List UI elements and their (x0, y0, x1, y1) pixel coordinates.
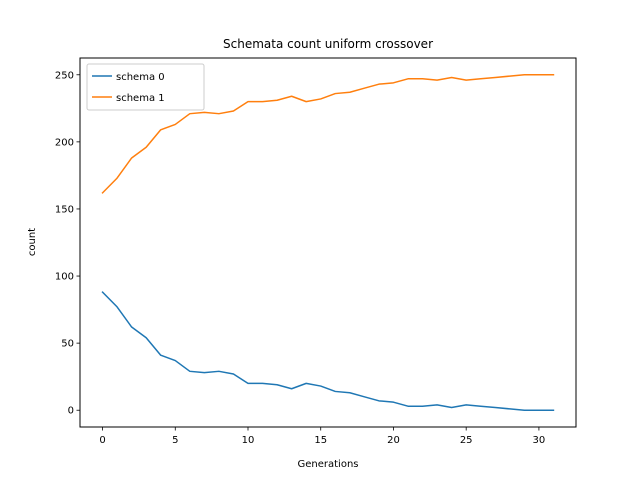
x-axis-ticks: 0 5 10 15 20 25 30 (99, 427, 545, 446)
legend: schema 0 schema 1 (86, 63, 205, 111)
y-tick-label: 250 (55, 70, 74, 81)
y-tick-label: 200 (55, 137, 74, 148)
x-tick-label: 20 (387, 435, 400, 446)
y-tick-label: 50 (61, 339, 74, 350)
plot-frame (79, 57, 577, 428)
legend-box (86, 63, 205, 111)
series-line-schema-1 (101, 74, 555, 194)
series-line-schema-0 (101, 291, 555, 411)
y-tick-label: 100 (55, 272, 74, 283)
x-tick-label: 30 (533, 435, 546, 446)
y-tick-label: 150 (55, 204, 74, 215)
x-tick-label: 25 (460, 435, 473, 446)
y-axis-label: count (27, 228, 38, 256)
x-axis-label: Generations (298, 459, 359, 470)
y-tick-label: 0 (68, 406, 74, 417)
legend-label-schema-0: schema 0 (116, 72, 165, 83)
x-tick-label: 0 (99, 435, 105, 446)
series-lines (101, 74, 555, 411)
y-axis-ticks: 0 50 100 150 200 250 (55, 70, 80, 417)
legend-label-schema-1: schema 1 (116, 93, 165, 104)
x-tick-label: 5 (172, 435, 178, 446)
chart-title: Schemata count uniform crossover (223, 37, 433, 51)
x-tick-label: 10 (242, 435, 255, 446)
x-tick-label: 15 (314, 435, 327, 446)
